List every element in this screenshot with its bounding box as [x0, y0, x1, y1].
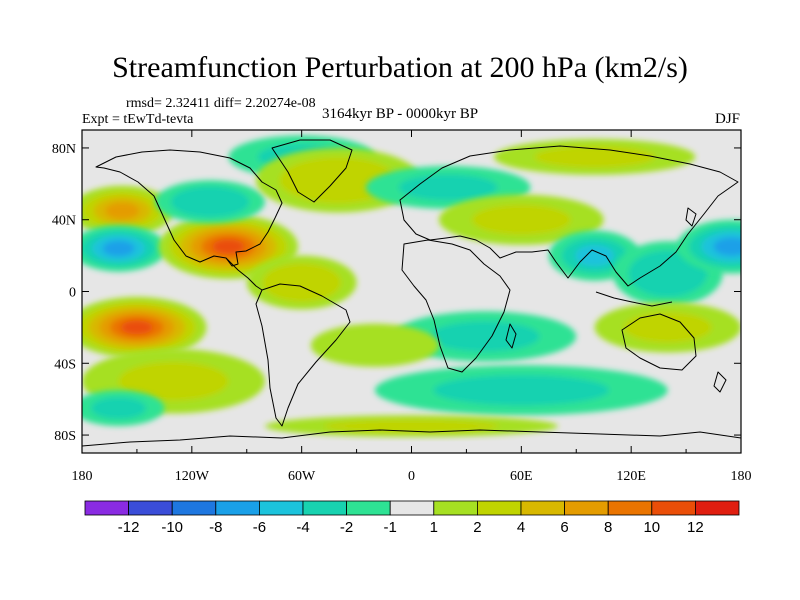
coastline-layer — [82, 139, 741, 447]
coast-japan — [685, 207, 697, 227]
colorbar-label: 12 — [687, 519, 704, 536]
lon-tick-label: 60E — [510, 469, 533, 484]
contour-level — [310, 323, 439, 367]
anomaly-blob — [310, 323, 439, 367]
colorbar-label: 4 — [517, 519, 525, 536]
coast-australia — [621, 313, 697, 371]
contour-level — [713, 237, 741, 256]
anomaly-blob — [676, 219, 741, 274]
lat-tick-label: 0 — [69, 286, 76, 301]
colorbar-box — [128, 500, 173, 516]
colorbar-label: 8 — [604, 519, 612, 536]
lat-tick-label: 40N — [52, 214, 76, 229]
map-axes: 80N 40N 0 40S 80S 180 120W 60W 0 60E 120E 180 — [52, 130, 752, 484]
coast-new-zealand — [713, 371, 727, 393]
colorbar-box — [389, 500, 435, 516]
colorbar-label: -10 — [161, 519, 183, 536]
anomaly-blob — [82, 296, 207, 358]
colorbar-label: -1 — [384, 519, 397, 536]
anomaly-blob — [82, 390, 165, 426]
colorbar-box — [695, 500, 740, 516]
coast-madagascar — [505, 323, 517, 349]
contour-level — [102, 240, 135, 257]
anomaly-blob — [82, 185, 174, 236]
coast-greenland — [271, 139, 353, 203]
contour-level — [303, 166, 374, 194]
lon-tick-label: 180 — [731, 469, 752, 484]
colorbar-box — [346, 500, 391, 516]
contour-level — [623, 312, 712, 343]
contour-level — [323, 419, 500, 433]
plot-title: Streamfunction Perturbation at 200 hPa (… — [112, 51, 688, 84]
lon-tick-label: 120E — [616, 469, 646, 484]
anomaly-blob — [438, 194, 604, 245]
colorbar-box — [302, 500, 347, 516]
colorbar-box — [476, 500, 522, 516]
colorbar-label: -6 — [253, 519, 266, 536]
coast-north-america — [95, 149, 283, 267]
contour-fill-layer — [82, 135, 741, 437]
lat-tick-label: 40S — [54, 357, 76, 372]
colorbar-box — [84, 500, 129, 516]
lat-tick-label: 80S — [54, 429, 76, 444]
lon-tick-label: 0 — [408, 469, 415, 484]
colorbar-box — [520, 500, 565, 516]
colorbar-box — [433, 500, 478, 516]
anomaly-blob — [246, 255, 357, 310]
stats-text: rmsd= 2.32411 diff= 2.20274e-08 — [126, 96, 316, 111]
colorbar-label: 6 — [560, 519, 568, 536]
colorbar-label: 1 — [430, 519, 438, 536]
season-label: DJF — [714, 111, 740, 127]
contour-level — [534, 146, 655, 168]
contour-level — [120, 320, 153, 335]
coast-south-america — [255, 283, 351, 427]
colorbar-box — [651, 500, 696, 516]
anomaly-blob — [594, 302, 741, 353]
map-area — [82, 130, 741, 453]
anomaly-blob — [82, 225, 167, 272]
lon-tick-label: 60W — [288, 469, 316, 484]
contour-level — [398, 174, 498, 201]
contour-level — [644, 259, 692, 288]
lat-tick-label: 80N — [52, 142, 76, 157]
contour-level — [429, 321, 540, 352]
contour-level — [186, 192, 234, 211]
contour-level — [118, 361, 229, 401]
contour-level — [91, 397, 147, 419]
colorbar-label: 10 — [643, 519, 660, 536]
anomaly-blob — [158, 214, 298, 279]
anomaly-blob — [155, 180, 265, 224]
colorbar-box — [171, 500, 217, 516]
colorbar-box — [564, 500, 609, 516]
period-label: 3164kyr BP - 0000kyr BP — [322, 106, 479, 122]
contour-level — [575, 244, 615, 267]
anomaly-blob — [493, 139, 696, 175]
lon-tick-label: 120W — [175, 469, 210, 484]
experiment-label: Expt = tEwTd-tevta — [82, 112, 194, 127]
colorbar: -12 -10 -8 -6 -4 -2 -1 1 2 4 6 8 10 12 — [84, 500, 740, 536]
anomaly-blob — [265, 415, 558, 437]
colorbar-label: -8 — [209, 519, 222, 536]
colorbar-box — [215, 500, 260, 516]
coast-central-america — [225, 257, 263, 291]
contour-level — [212, 239, 245, 255]
anomaly-blob — [393, 311, 577, 362]
coast-europe-asia — [399, 145, 739, 287]
coast-africa — [401, 239, 511, 373]
colorbar-box — [607, 500, 653, 516]
colorbar-label: -2 — [340, 519, 353, 536]
lon-tick-label: 180 — [72, 469, 93, 484]
anomaly-blob — [374, 365, 668, 416]
coast-antarctica — [82, 429, 741, 447]
contour-level — [278, 271, 326, 294]
contour-level — [471, 204, 571, 235]
contour-level — [433, 375, 610, 406]
colorbar-label: -12 — [118, 519, 140, 536]
coast-indonesia — [595, 291, 673, 307]
colorbar-label: 2 — [473, 519, 481, 536]
colorbar-box — [258, 500, 304, 516]
colorbar-label: -4 — [296, 519, 309, 536]
contour-level — [105, 202, 140, 220]
